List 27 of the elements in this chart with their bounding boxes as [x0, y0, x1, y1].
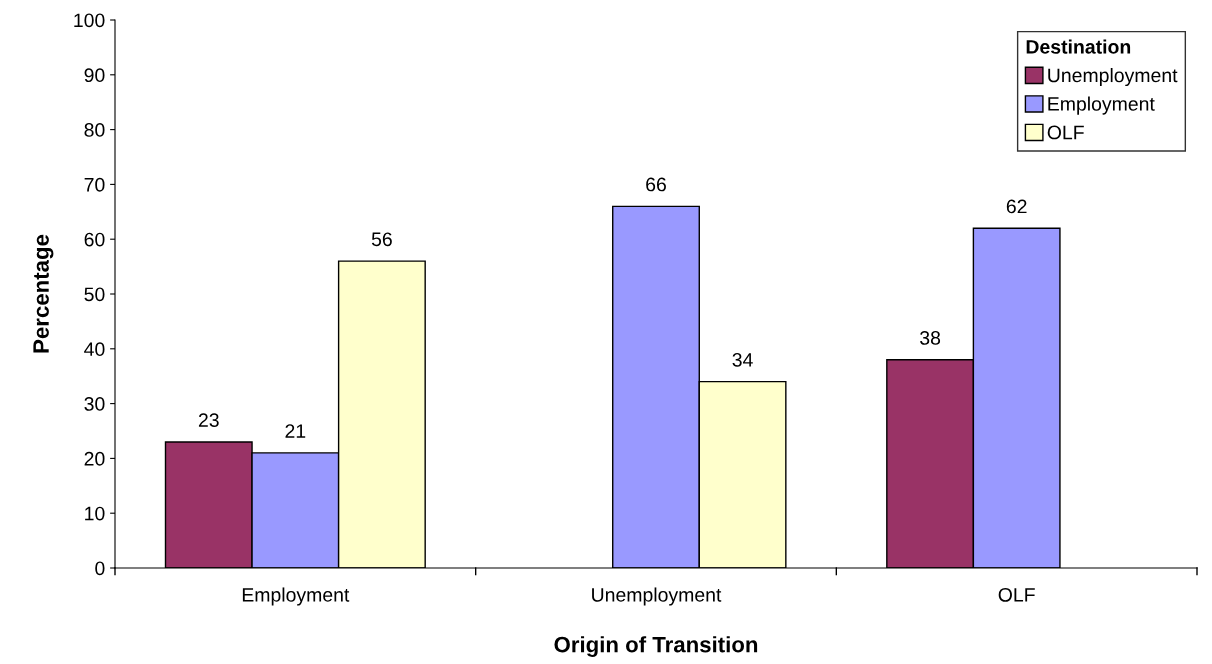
- data-label: 38: [920, 331, 941, 345]
- legend-title: Destination: [1026, 39, 1131, 54]
- data-label: 56: [371, 232, 392, 247]
- y-tick-label: 100: [74, 13, 105, 28]
- y-tick-label: 40: [84, 342, 105, 357]
- y-axis-title: Percentage: [33, 234, 54, 353]
- data-label: 21: [285, 424, 306, 438]
- x-axis-title: Origin of Transition: [554, 636, 758, 657]
- data-label: 62: [1006, 199, 1027, 214]
- y-tick-label: 0: [95, 561, 105, 576]
- y-tick-label: 90: [84, 68, 105, 83]
- x-tick-label: OLF: [998, 587, 1035, 602]
- y-tick-label: 30: [84, 397, 105, 411]
- legend-label: Unemployment: [1048, 67, 1178, 87]
- x-tick-label: Unemployment: [592, 587, 722, 606]
- y-tick-label: 70: [84, 177, 105, 192]
- y-tick-label: 50: [84, 287, 105, 302]
- y-tick-label: 80: [84, 123, 105, 137]
- y-tick-label: 10: [85, 506, 105, 521]
- legend-label: Employment: [1048, 96, 1155, 115]
- x-tick-label: Employment: [242, 587, 350, 606]
- y-tick-label: 60: [84, 232, 105, 247]
- y-tick-label: 20: [84, 451, 105, 466]
- legend-label: OLF: [1047, 125, 1084, 140]
- data-label: 66: [646, 177, 666, 192]
- data-label: 23: [198, 413, 219, 428]
- data-label: 34: [732, 352, 753, 367]
